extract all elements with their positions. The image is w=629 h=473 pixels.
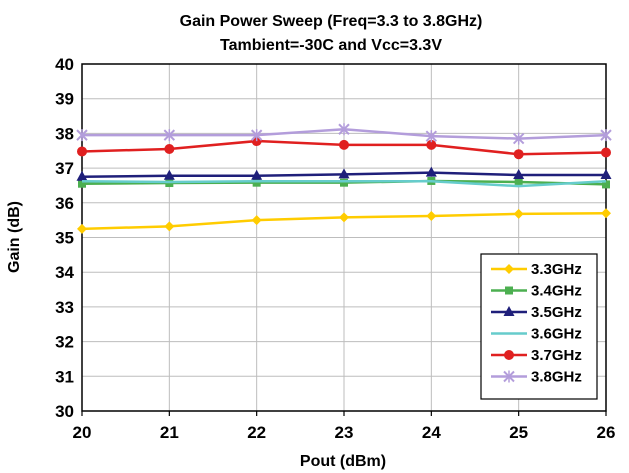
data-point	[251, 215, 262, 226]
legend-item: 3.7GHz	[491, 347, 582, 364]
x-tick-label: 20	[73, 423, 92, 442]
legend-item: 3.3GHz	[491, 261, 582, 278]
data-point	[163, 169, 175, 180]
y-tick-label: 36	[55, 194, 74, 213]
data-point	[602, 180, 610, 189]
series-3.3GHz	[77, 208, 611, 234]
series-3.6GHz	[81, 180, 607, 188]
data-point	[77, 223, 87, 234]
data-point	[513, 169, 525, 180]
y-axis-label: Gain (dB)	[6, 201, 23, 273]
data-point	[164, 144, 175, 155]
chart-title: Gain Power Sweep (Freq=3.3 to 3.8GHz)	[180, 13, 483, 30]
data-point	[600, 169, 612, 180]
legend-label: 3.6GHz	[531, 326, 582, 343]
data-point	[503, 370, 515, 383]
data-point	[164, 221, 175, 232]
data-point	[513, 149, 524, 160]
legend-label: 3.8GHz	[531, 369, 582, 386]
chart-subtitle: Tambient=-30C and Vcc=3.3V	[220, 37, 442, 54]
y-tick-label: 34	[55, 263, 74, 282]
x-tick-label: 22	[247, 423, 266, 442]
data-point	[425, 166, 437, 177]
data-point	[340, 178, 348, 187]
y-tick-label: 35	[55, 229, 74, 248]
data-point	[505, 286, 513, 295]
series-3.5GHz	[76, 166, 612, 181]
data-point	[339, 212, 349, 223]
data-point	[601, 208, 611, 219]
legend-box	[480, 253, 598, 400]
data-point	[76, 170, 88, 181]
x-tick-label: 25	[509, 423, 528, 442]
y-tick-label: 30	[55, 402, 74, 421]
legend-label: 3.5GHz	[531, 304, 582, 321]
data-point	[600, 129, 612, 142]
legend-label: 3.3GHz	[531, 261, 582, 278]
data-point	[512, 132, 525, 145]
data-point	[163, 129, 176, 142]
data-point	[76, 129, 88, 142]
x-tick-label: 23	[335, 423, 354, 442]
data-point	[250, 129, 263, 142]
x-axis-label: Pout (dBm)	[300, 453, 386, 470]
data-point	[426, 139, 437, 150]
data-point	[504, 264, 514, 274]
y-tick-label: 33	[55, 298, 74, 317]
series-3.7GHz	[77, 136, 611, 160]
y-tick-label: 32	[55, 333, 74, 352]
legend-item: 3.6GHz	[491, 326, 582, 343]
tick-labels: 30 31 32 33 34 35 36 37 38 39 40 20 21 22 23 24 25 26	[55, 55, 615, 442]
y-tick-label: 31	[55, 367, 74, 386]
data-point	[426, 210, 437, 221]
data-point	[338, 123, 350, 136]
legend-item: 3.4GHz	[491, 283, 582, 300]
legend-item: 3.5GHz	[491, 304, 582, 321]
data-point	[504, 350, 514, 360]
data-point	[252, 178, 261, 187]
legend-label: 3.7GHz	[531, 347, 582, 364]
data-point	[251, 169, 263, 180]
data-point	[601, 147, 611, 158]
x-tick-label: 26	[597, 423, 616, 442]
data-point	[425, 130, 438, 143]
x-tick-label: 21	[160, 423, 179, 442]
legend-item: 3.8GHz	[491, 369, 582, 386]
data-point	[514, 177, 523, 186]
series-3.8GHz	[76, 123, 612, 145]
series-line	[81, 180, 607, 188]
data-point	[503, 306, 515, 316]
data-point	[338, 168, 350, 179]
x-tick-label: 24	[422, 423, 441, 442]
y-tick-label: 37	[55, 159, 74, 178]
data-point	[339, 139, 349, 150]
y-tick-label: 38	[55, 124, 74, 143]
y-tick-label: 40	[55, 55, 74, 74]
data-point	[77, 146, 87, 157]
data-point	[78, 179, 86, 188]
data-point	[513, 208, 524, 219]
series-lines	[76, 123, 612, 234]
y-tick-label: 39	[55, 90, 74, 109]
legend: 3.3GHz 3.4GHz 3.5GHz 3.6GHz 3.7GHz 3.8GHz	[480, 253, 598, 400]
legend-label: 3.4GHz	[531, 283, 582, 300]
